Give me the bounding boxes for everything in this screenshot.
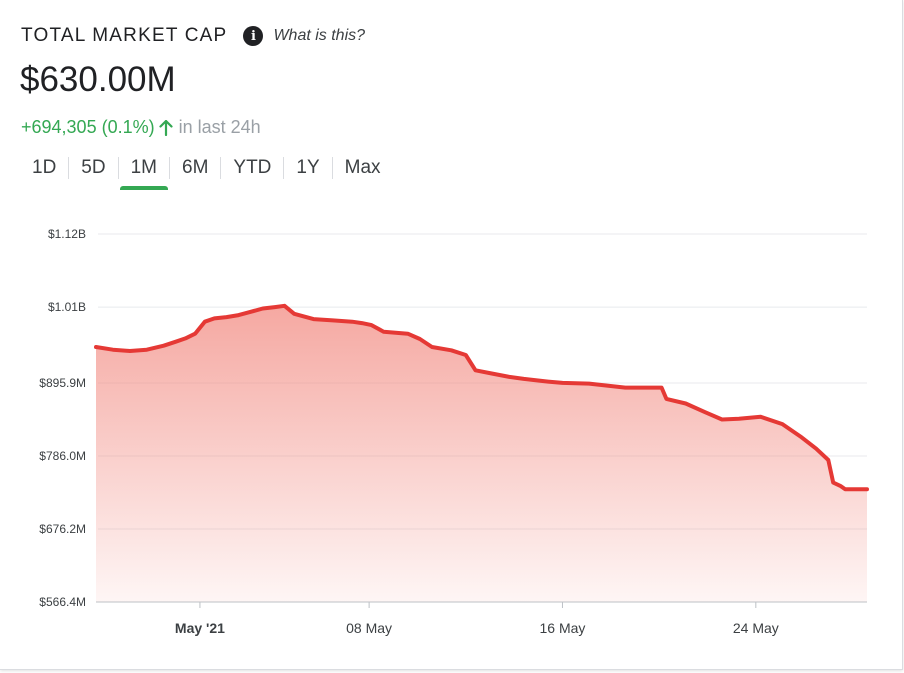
tab-5d[interactable]: 5D	[81, 157, 106, 178]
tab-divider	[117, 157, 119, 179]
x-tick-label: 16 May	[540, 620, 586, 636]
change-value: +694,305 (0.1%)	[21, 117, 155, 137]
x-tick-label: 24 May	[733, 620, 779, 636]
tab-divider	[220, 157, 222, 179]
y-tick-label: $786.0M	[39, 449, 86, 463]
header-row: TOTAL MARKET CAP i What is this?	[21, 25, 365, 47]
tab-divider	[283, 157, 285, 179]
range-tabs: 1D 5D 1M 6M YTD 1Y Max	[22, 150, 393, 190]
what-is-this-link[interactable]: What is this?	[273, 27, 366, 44]
tab-1d[interactable]: 1D	[32, 157, 57, 178]
area-fill	[96, 305, 867, 602]
tab-divider	[68, 157, 70, 179]
tab-divider	[169, 157, 170, 179]
y-tick-label: $1.01B	[48, 300, 86, 314]
y-tick-label: $676.2M	[39, 522, 86, 536]
info-icon[interactable]: i	[243, 26, 264, 46]
x-tick-label: May '21	[175, 620, 225, 636]
tab-1m[interactable]: 1M	[119, 150, 169, 190]
change-suffix: in last 24h	[178, 117, 261, 137]
tab-max[interactable]: Max	[344, 157, 381, 178]
tab-divider	[331, 157, 333, 179]
tab-6m[interactable]: 6M	[182, 157, 209, 178]
x-tick-label: 08 May	[346, 620, 392, 636]
series-line	[94, 303, 869, 492]
y-tick-label: $1.12B	[48, 227, 86, 241]
card-title: TOTAL MARKET CAP	[21, 25, 228, 46]
market-cap-value: $630.00M	[20, 60, 176, 99]
change-row: +694,305 (0.1%) in last 24h	[21, 117, 261, 138]
tab-ytd[interactable]: YTD	[233, 157, 272, 178]
arrow-up-icon	[158, 119, 173, 136]
tab-1y[interactable]: 1Y	[296, 157, 320, 178]
y-tick-label: $566.4M	[39, 595, 86, 609]
y-tick-label: $895.9M	[39, 376, 86, 390]
